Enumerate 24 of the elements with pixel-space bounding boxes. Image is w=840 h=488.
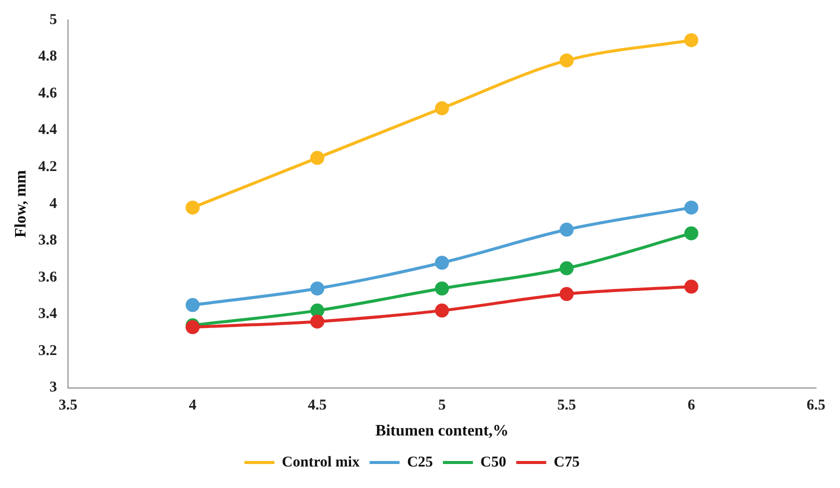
y-tick-label: 3.2 [38,342,57,359]
y-axis-title: Flow, mm [12,169,30,238]
y-tick-label: 3.4 [38,306,58,322]
legend-label: C25 [407,454,433,470]
y-tick-label: 4.4 [38,122,58,138]
y-tick-label: 4.2 [38,158,57,175]
x-tick-label: 4.5 [308,398,327,414]
y-tick-label: 5 [49,12,57,28]
x-tick-label: 6.5 [806,398,826,414]
y-tick-label: 3.6 [38,269,58,286]
y-tick-label: 4.6 [38,85,58,102]
x-tick-label: 4 [188,398,197,414]
y-tick-label: 3.8 [38,232,57,249]
x-tick-label: 6 [688,398,696,414]
legend-label: Control mix [282,454,360,470]
x-tick-label: 5 [438,398,446,414]
x-tick-label: 5.5 [557,398,576,414]
y-tick-label: 3 [49,380,57,396]
y-tick-label: 4 [49,196,58,212]
x-axis-title: Bitumen content,% [375,422,509,440]
x-tick-label: 3.5 [58,398,78,414]
y-tick-label: 4.8 [38,48,57,65]
legend-label: C50 [480,454,506,470]
legend-label: C75 [554,454,580,470]
